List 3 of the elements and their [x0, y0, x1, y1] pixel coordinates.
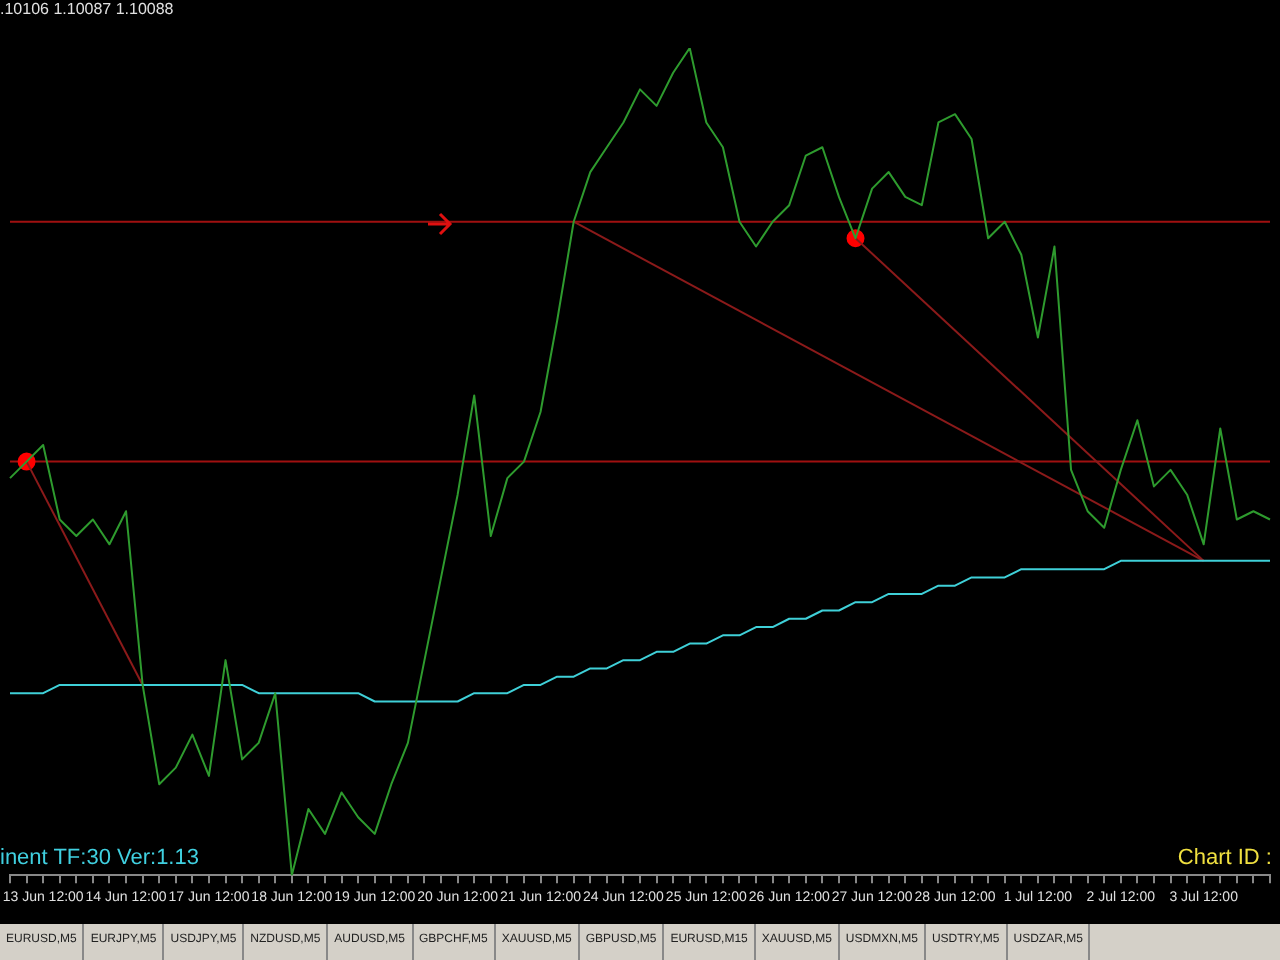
- annotation: Chart ID :: [1177, 846, 1272, 870]
- text: .10106 1.10087 1.10088: [0, 0, 174, 18]
- annotation: inent TF:30 Ver:1.13: [0, 846, 199, 870]
